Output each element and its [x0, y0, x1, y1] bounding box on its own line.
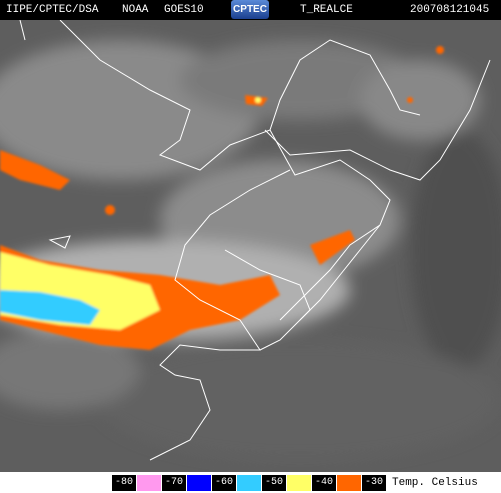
- header-bar: IIPE/CPTEC/DSA NOAA GOES10 CPTEC T_REALC…: [0, 0, 501, 20]
- legend-swatch: [287, 475, 311, 491]
- satellite: NOAA: [122, 4, 149, 16]
- legend-swatch: [187, 475, 211, 491]
- legend-swatch: [137, 475, 161, 491]
- legend-swatch: [237, 475, 261, 491]
- clouds: [0, 40, 501, 460]
- legend-label: -60: [212, 475, 236, 491]
- legend-label: -80: [112, 475, 136, 491]
- timestamp: 200708121045: [410, 4, 490, 16]
- legend-label: -30: [362, 475, 386, 491]
- legend-label: -70: [162, 475, 186, 491]
- legend-label: -40: [312, 475, 336, 491]
- legend: Temp. Celsius -80 -70 -60 -50 -40 -30: [0, 472, 501, 493]
- cold-tops: [0, 46, 444, 350]
- product: T_REALCE: [300, 4, 353, 16]
- legend-swatch: [337, 475, 361, 491]
- borders: [19, 20, 491, 461]
- sensor: GOES10: [164, 4, 204, 16]
- legend-label: -50: [262, 475, 286, 491]
- logo: CPTEC: [231, 0, 269, 19]
- legend-unit: Temp. Celsius: [392, 477, 478, 489]
- source: IIPE/CPTEC/DSA: [6, 4, 99, 16]
- satellite-image: [0, 20, 501, 472]
